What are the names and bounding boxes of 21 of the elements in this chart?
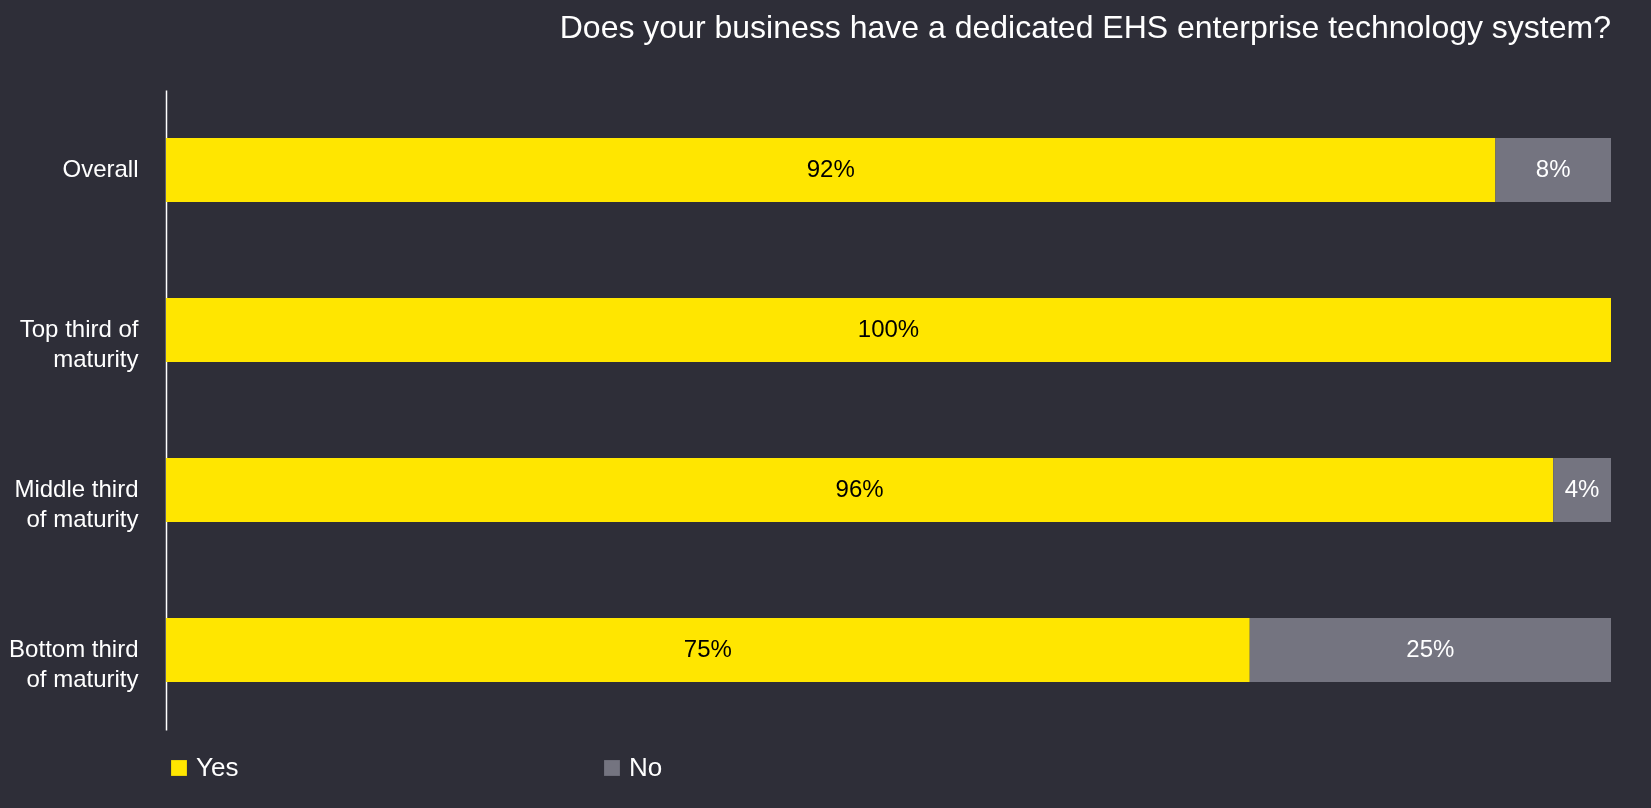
y-tick-label: Middle third of maturity bbox=[14, 475, 139, 532]
data-label: 96% bbox=[835, 475, 884, 502]
bar bbox=[1495, 138, 1611, 202]
data-label: 92% bbox=[806, 155, 855, 182]
y-tick-label: Top third of maturity bbox=[19, 315, 139, 372]
data-label: 8% bbox=[1535, 155, 1571, 182]
legend-label: Yes bbox=[196, 752, 239, 782]
bar bbox=[166, 138, 1496, 202]
data-label: 25% bbox=[1406, 635, 1455, 662]
data-label: 100% bbox=[857, 315, 920, 342]
data-label: 75% bbox=[683, 635, 732, 662]
bar bbox=[166, 458, 1554, 522]
bar bbox=[1553, 458, 1611, 522]
y-tick-label: Overall bbox=[62, 155, 139, 182]
data-label: 4% bbox=[1564, 475, 1600, 502]
bar bbox=[166, 298, 1611, 362]
legend-label: No bbox=[629, 752, 663, 782]
bar bbox=[1249, 618, 1611, 682]
chart-title: Does your business have a dedicated EHS enterprise technology system? bbox=[559, 9, 1611, 45]
bar bbox=[166, 618, 1250, 682]
y-tick-label: Bottom third of maturity bbox=[9, 635, 139, 692]
